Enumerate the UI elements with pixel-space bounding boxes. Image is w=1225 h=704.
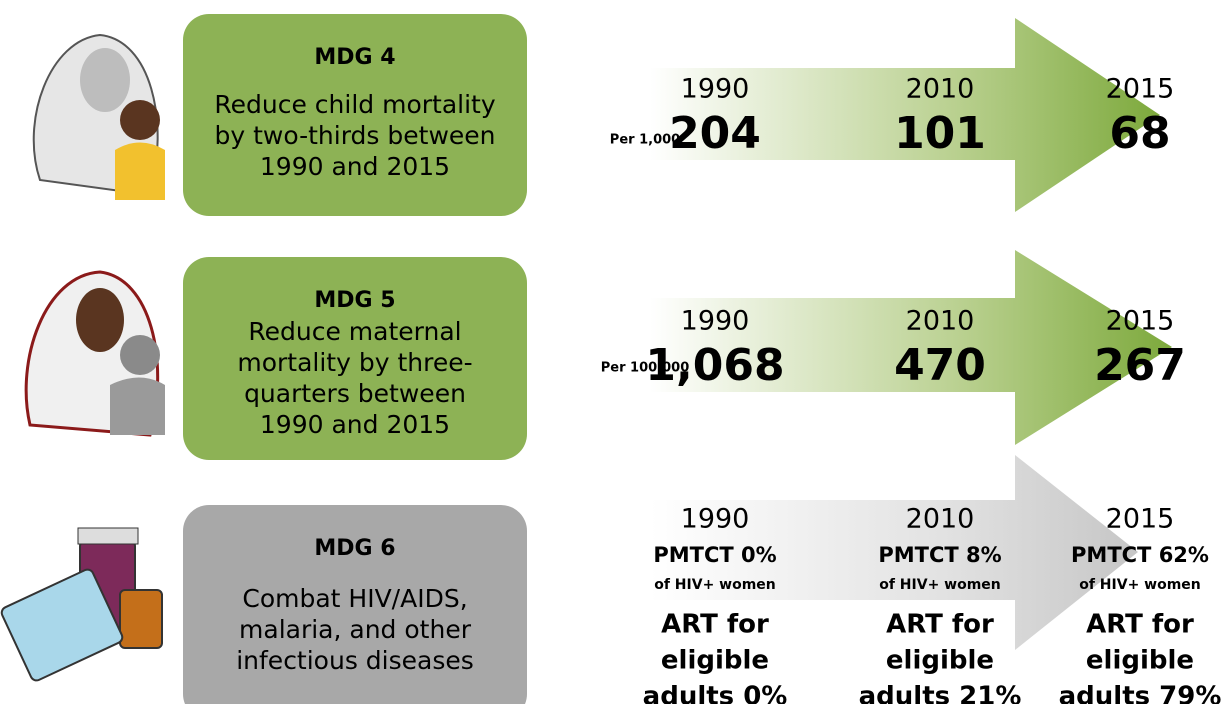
goal-description: quarters between (244, 379, 466, 408)
value: 68 (1109, 108, 1170, 159)
goal-description: 1990 and 2015 (260, 152, 450, 181)
pmtct: PMTCT 62% (1071, 543, 1209, 567)
mother-child-icon (26, 272, 165, 435)
pmtct-note: of HIV+ women (879, 577, 1001, 593)
pmtct: PMTCT 8% (878, 543, 1001, 567)
pmtct-note: of HIV+ women (654, 577, 776, 593)
year: 1990 (681, 306, 750, 337)
year: 2010 (906, 504, 975, 535)
art: eligible (1086, 646, 1194, 676)
goal-description: malaria, and other (239, 615, 472, 644)
value: 1,068 (645, 340, 784, 391)
goal-description: 1990 and 2015 (260, 410, 450, 439)
year: 2010 (906, 306, 975, 337)
art: ART for (886, 610, 994, 640)
art: ART for (661, 610, 769, 640)
pmtct-note: of HIV+ women (1079, 577, 1201, 593)
year: 2010 (906, 74, 975, 105)
goal-description: Reduce child mortality (214, 90, 495, 119)
mother-child-icon (34, 35, 165, 200)
goal-description: by two-thirds between (214, 121, 495, 150)
infographic: MDG 4 Reduce child mortalityby two-thirds… (0, 0, 1225, 704)
goal-title: MDG 6 (314, 536, 395, 561)
year: 1990 (681, 74, 750, 105)
art: ART for (1086, 610, 1194, 640)
year: 1990 (681, 504, 750, 535)
year: 2015 (1106, 504, 1175, 535)
art: adults 0% (643, 682, 788, 704)
value: 101 (894, 108, 986, 159)
goal-description: Combat HIV/AIDS, (242, 584, 467, 613)
art: adults 79% (1059, 682, 1222, 704)
pmtct: PMTCT 0% (653, 543, 776, 567)
art: eligible (886, 646, 994, 676)
art: eligible (661, 646, 769, 676)
medicine-icon (0, 528, 162, 682)
value: 267 (1094, 340, 1186, 391)
goal-description: Reduce maternal (248, 317, 461, 346)
value: 470 (894, 340, 986, 391)
art: adults 21% (859, 682, 1022, 704)
goal-title: MDG 4 (314, 45, 395, 70)
year: 2015 (1106, 306, 1175, 337)
value: 204 (669, 108, 761, 159)
goal-description: mortality by three- (237, 348, 472, 377)
year: 2015 (1106, 74, 1175, 105)
goal-title: MDG 5 (314, 288, 395, 313)
goal-description: infectious diseases (236, 646, 474, 675)
